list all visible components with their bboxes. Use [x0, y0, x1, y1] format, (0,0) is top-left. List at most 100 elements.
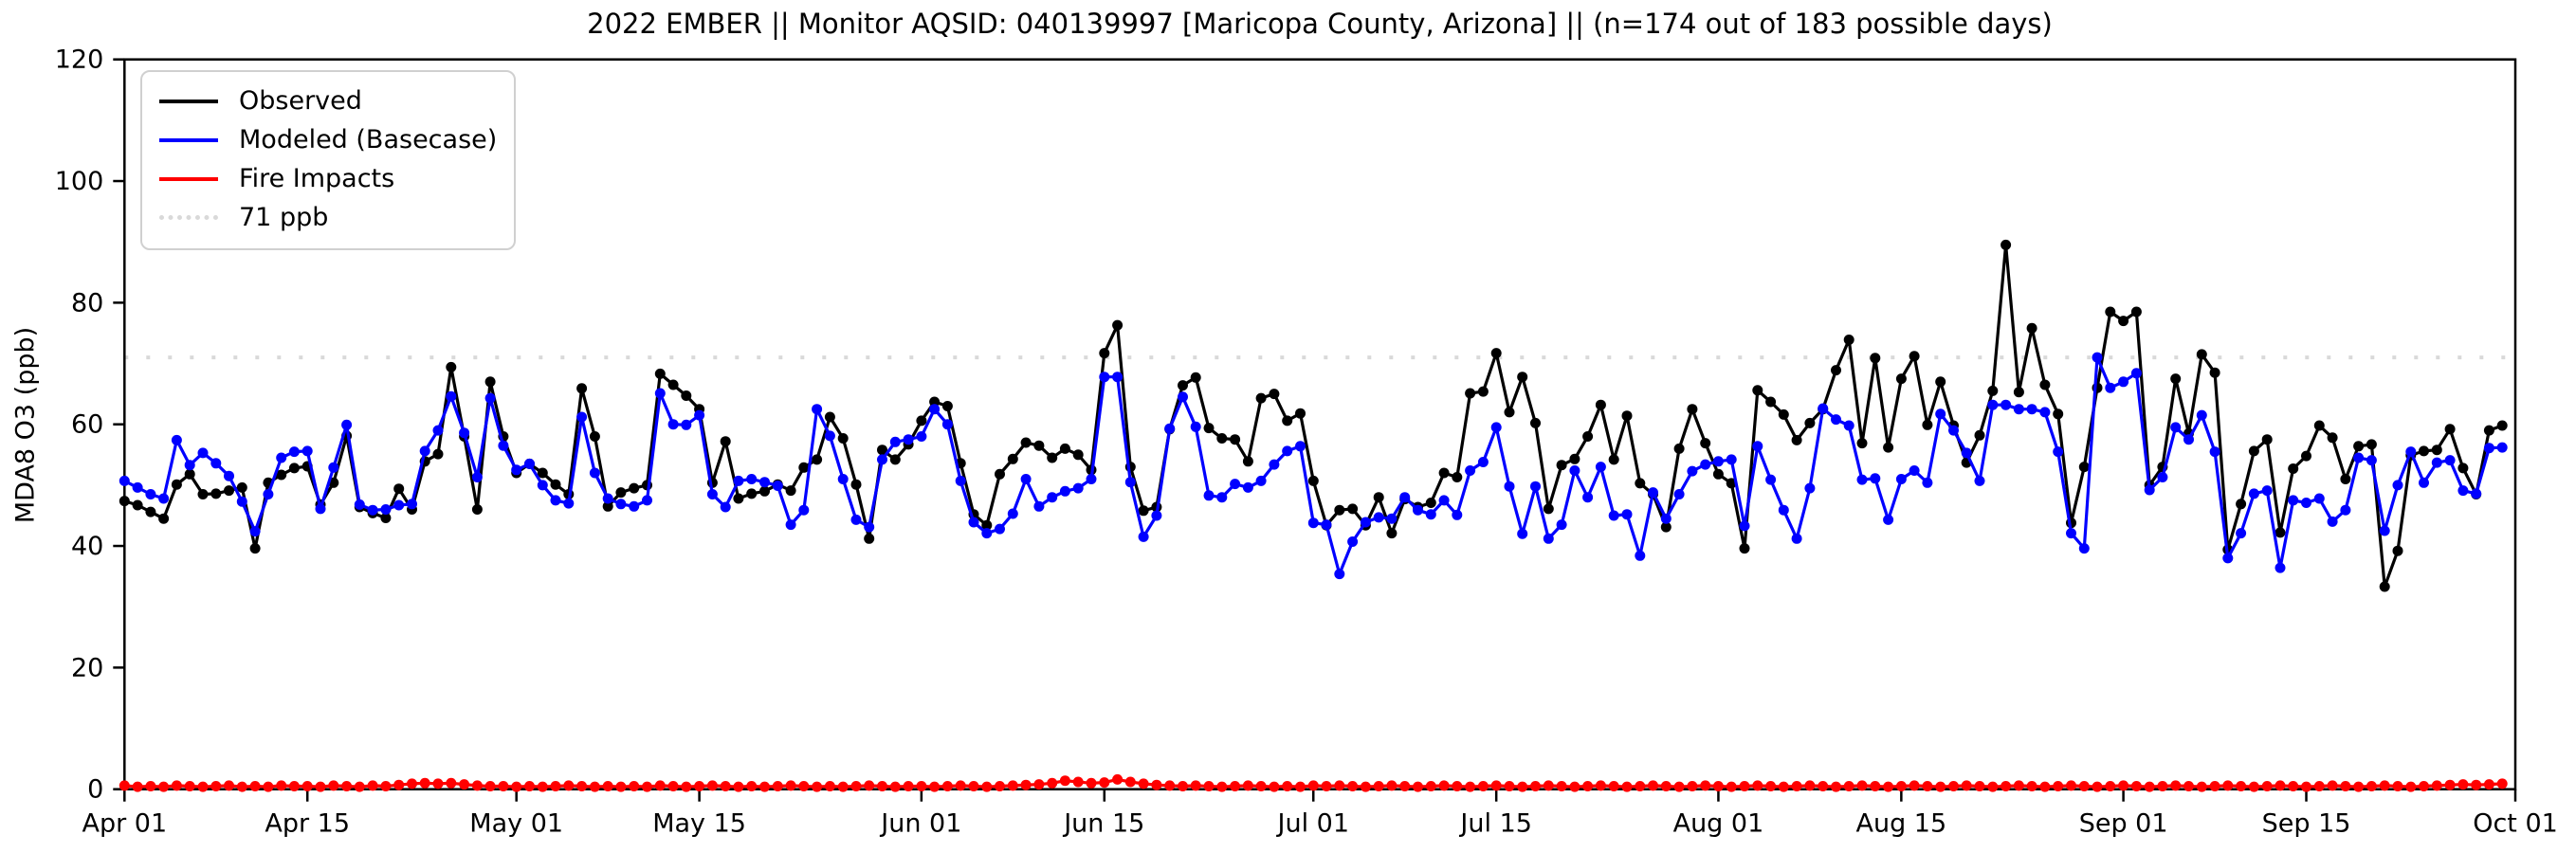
data-point-observed — [916, 415, 927, 426]
x-tick-label: Jul 15 — [1458, 809, 1532, 839]
data-point-fire-impacts — [2248, 781, 2259, 792]
data-point-observed — [1517, 372, 1528, 383]
data-point-modeled-basecase- — [1360, 517, 1371, 528]
data-point-observed — [1477, 386, 1489, 397]
data-point-observed — [2457, 463, 2469, 474]
data-point-observed — [1072, 449, 1084, 461]
data-point-modeled-basecase- — [1059, 485, 1070, 497]
data-point-observed — [1203, 423, 1215, 434]
data-point-modeled-basecase- — [2144, 484, 2155, 496]
data-point-modeled-basecase- — [1595, 462, 1606, 473]
data-point-modeled-basecase- — [2183, 434, 2194, 445]
data-point-observed — [537, 467, 548, 479]
data-point-observed — [850, 479, 862, 490]
x-tick-label: Apr 15 — [265, 809, 350, 839]
data-point-fire-impacts — [367, 780, 378, 791]
data-point-modeled-basecase- — [681, 419, 692, 430]
data-point-modeled-basecase- — [1883, 514, 1894, 525]
data-point-modeled-basecase- — [772, 481, 783, 491]
data-point-fire-impacts — [1935, 781, 1946, 792]
data-point-fire-impacts — [1595, 780, 1606, 791]
data-point-observed — [1922, 419, 1933, 430]
data-point-modeled-basecase- — [1712, 456, 1724, 467]
data-point-observed — [615, 487, 627, 499]
data-point-fire-impacts — [2444, 779, 2456, 790]
data-point-fire-impacts — [1307, 780, 1319, 791]
data-point-modeled-basecase- — [2366, 455, 2377, 466]
data-point-fire-impacts — [315, 781, 326, 792]
data-point-fire-impacts — [419, 777, 430, 789]
data-point-observed — [2431, 445, 2442, 456]
data-point-observed — [2039, 379, 2051, 390]
legend-label: Fire Impacts — [239, 164, 395, 193]
data-point-fire-impacts — [1948, 781, 1959, 791]
fire-line-swatch — [159, 176, 218, 181]
data-point-observed — [2196, 349, 2207, 360]
data-point-modeled-basecase- — [1438, 495, 1450, 506]
data-point-fire-impacts — [1543, 780, 1554, 791]
data-point-modeled-basecase- — [589, 467, 600, 479]
data-point-modeled-basecase- — [1164, 423, 1176, 434]
data-point-observed — [1883, 442, 1894, 453]
data-point-fire-impacts — [642, 781, 652, 792]
data-point-modeled-basecase- — [1660, 513, 1672, 524]
data-point-observed — [837, 433, 849, 444]
data-point-modeled-basecase- — [1307, 517, 1319, 529]
data-point-observed — [145, 506, 156, 517]
data-point-modeled-basecase- — [1178, 391, 1188, 403]
data-point-fire-impacts — [393, 779, 405, 790]
data-point-observed — [798, 462, 810, 473]
y-tick-label: 60 — [71, 410, 103, 440]
data-point-observed — [1047, 452, 1058, 463]
legend-label: Observed — [239, 86, 362, 116]
data-point-observed — [1373, 492, 1384, 503]
data-point-modeled-basecase- — [941, 419, 953, 430]
data-point-observed — [1582, 431, 1594, 442]
data-point-fire-impacts — [380, 781, 392, 791]
data-point-fire-impacts — [576, 781, 588, 791]
data-point-modeled-basecase- — [1334, 569, 1345, 580]
data-point-modeled-basecase- — [1477, 457, 1489, 467]
data-point-fire-impacts — [981, 781, 993, 792]
data-point-modeled-basecase- — [1282, 445, 1293, 457]
data-point-observed — [1190, 372, 1201, 383]
data-point-modeled-basecase- — [419, 445, 430, 457]
data-point-modeled-basecase- — [1255, 475, 1267, 486]
data-point-modeled-basecase- — [2431, 457, 2442, 468]
data-point-observed — [1230, 434, 1241, 445]
data-point-modeled-basecase- — [263, 489, 274, 499]
data-point-modeled-basecase- — [471, 472, 483, 482]
data-point-fire-impacts — [1413, 781, 1423, 792]
data-point-observed — [1530, 417, 1541, 428]
data-point-fire-impacts — [2340, 781, 2351, 791]
data-point-observed — [1831, 365, 1841, 376]
x-tick-label: May 01 — [469, 809, 563, 839]
data-point-fire-impacts — [681, 781, 692, 792]
data-point-fire-impacts — [1020, 779, 1032, 790]
data-point-fire-impacts — [1818, 781, 1829, 791]
data-point-observed — [1856, 438, 1868, 449]
data-point-fire-impacts — [1726, 781, 1737, 792]
data-point-modeled-basecase- — [1648, 487, 1658, 499]
data-point-modeled-basecase- — [288, 446, 300, 458]
x-tick-label: Aug 01 — [1673, 809, 1764, 839]
x-tick-label: Oct 01 — [2473, 809, 2558, 839]
data-point-fire-impacts — [2209, 781, 2220, 791]
data-point-modeled-basecase- — [642, 495, 652, 506]
data-point-observed — [1059, 443, 1070, 454]
data-point-modeled-basecase- — [2013, 404, 2024, 415]
data-point-modeled-basecase- — [968, 517, 979, 528]
data-point-modeled-basecase- — [1386, 513, 1398, 524]
data-point-observed — [1791, 434, 1802, 445]
data-point-fire-impacts — [864, 780, 875, 791]
data-point-modeled-basecase- — [667, 419, 679, 430]
data-point-observed — [1269, 389, 1280, 400]
data-point-fire-impacts — [249, 781, 261, 791]
data-point-observed — [746, 488, 758, 499]
data-point-observed — [1020, 437, 1032, 448]
x-tick-label: Jun 01 — [879, 809, 961, 839]
data-point-fire-impacts — [1282, 781, 1293, 791]
data-point-observed — [1307, 475, 1319, 486]
data-point-fire-impacts — [877, 781, 887, 791]
data-point-fire-impacts — [1164, 780, 1176, 791]
